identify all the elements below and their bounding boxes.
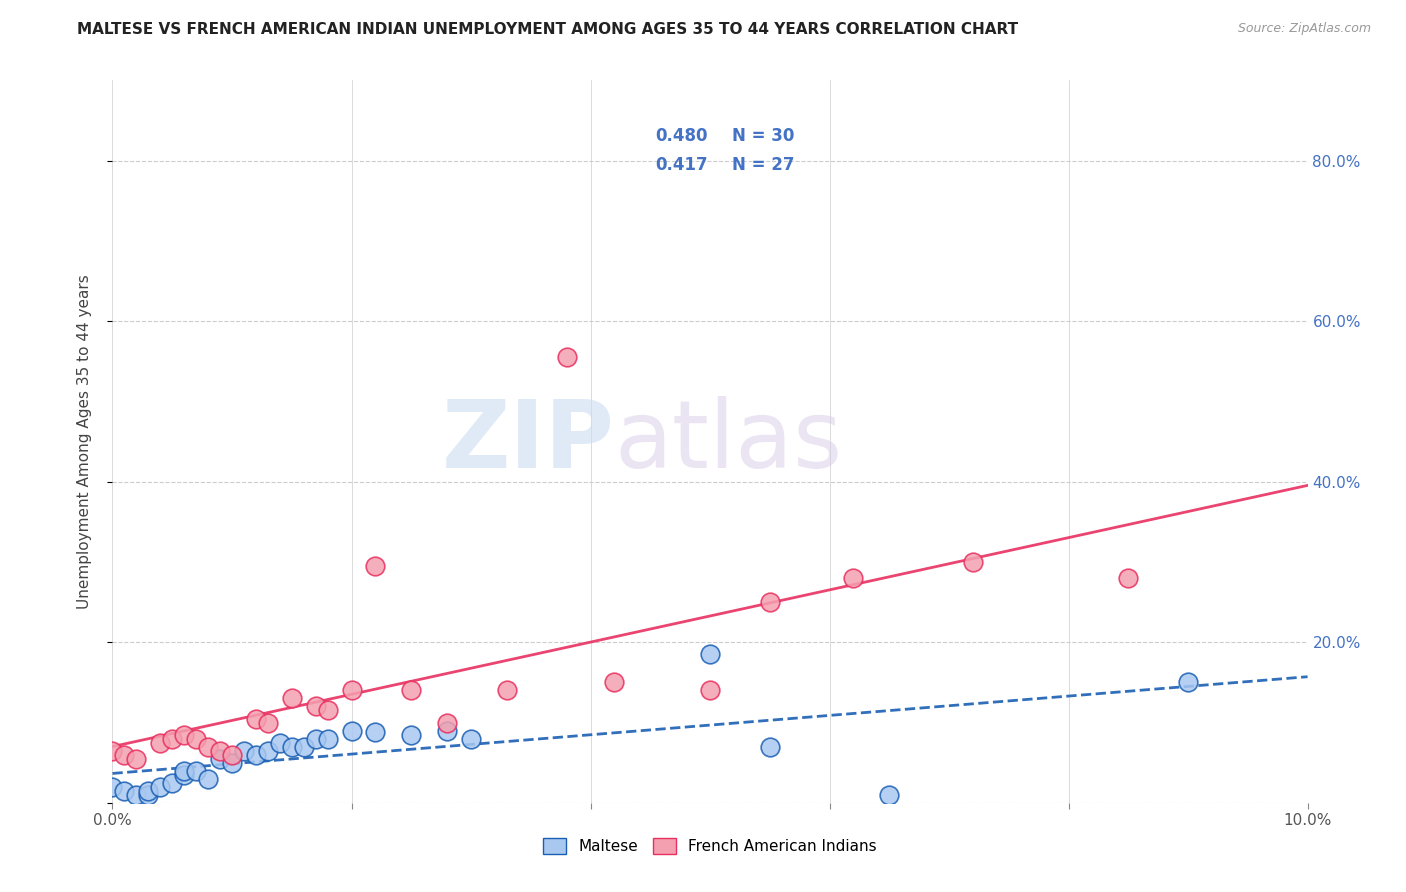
Point xyxy=(125,751,148,765)
Point xyxy=(197,772,219,786)
Point xyxy=(1118,571,1140,585)
Text: N = 27: N = 27 xyxy=(733,155,794,174)
Point xyxy=(186,731,208,746)
Point xyxy=(879,788,901,802)
Point xyxy=(759,595,782,609)
Point xyxy=(162,731,183,746)
Point xyxy=(292,739,315,754)
Point xyxy=(759,739,782,754)
Point xyxy=(364,558,387,574)
Text: atlas: atlas xyxy=(614,395,842,488)
Point xyxy=(555,350,578,364)
Point xyxy=(197,739,219,754)
Point xyxy=(114,784,135,798)
Point xyxy=(257,715,280,730)
Point xyxy=(209,751,232,765)
Point xyxy=(316,703,339,717)
Point xyxy=(842,571,865,585)
Point xyxy=(436,723,458,738)
Point xyxy=(401,683,423,698)
Point xyxy=(603,675,626,690)
Text: 0.417: 0.417 xyxy=(655,155,707,174)
Legend: Maltese, French American Indians: Maltese, French American Indians xyxy=(537,832,883,860)
Point xyxy=(305,731,328,746)
Text: MALTESE VS FRENCH AMERICAN INDIAN UNEMPLOYMENT AMONG AGES 35 TO 44 YEARS CORRELA: MALTESE VS FRENCH AMERICAN INDIAN UNEMPL… xyxy=(77,22,1018,37)
Point xyxy=(221,756,243,770)
Point xyxy=(316,731,339,746)
Point xyxy=(460,731,482,746)
Point xyxy=(281,691,304,706)
Text: N = 30: N = 30 xyxy=(733,128,794,145)
Point xyxy=(173,764,195,778)
Text: Source: ZipAtlas.com: Source: ZipAtlas.com xyxy=(1237,22,1371,36)
Point xyxy=(340,683,363,698)
Point xyxy=(138,788,160,802)
Point xyxy=(245,747,267,762)
Point xyxy=(496,683,519,698)
Point xyxy=(186,764,208,778)
Point xyxy=(114,747,135,762)
Point xyxy=(149,780,172,794)
Y-axis label: Unemployment Among Ages 35 to 44 years: Unemployment Among Ages 35 to 44 years xyxy=(77,274,91,609)
Point xyxy=(209,744,232,758)
Point xyxy=(1177,675,1199,690)
Point xyxy=(257,744,280,758)
Point xyxy=(401,728,423,742)
Point xyxy=(699,683,721,698)
Point xyxy=(245,712,267,726)
Point xyxy=(699,648,721,662)
Point xyxy=(162,776,183,790)
Point xyxy=(340,723,363,738)
Point xyxy=(364,725,387,739)
Point xyxy=(125,788,148,802)
Text: 0.480: 0.480 xyxy=(655,128,707,145)
Point xyxy=(173,728,195,742)
Point xyxy=(149,735,172,749)
Point xyxy=(101,780,124,794)
Point xyxy=(138,784,160,798)
Point xyxy=(233,744,256,758)
Point xyxy=(173,767,195,781)
Point xyxy=(281,739,304,754)
Point xyxy=(305,699,328,714)
Text: ZIP: ZIP xyxy=(441,395,614,488)
Point xyxy=(221,747,243,762)
Point xyxy=(101,744,124,758)
Point xyxy=(962,555,984,569)
Point xyxy=(269,735,291,749)
Point xyxy=(436,715,458,730)
